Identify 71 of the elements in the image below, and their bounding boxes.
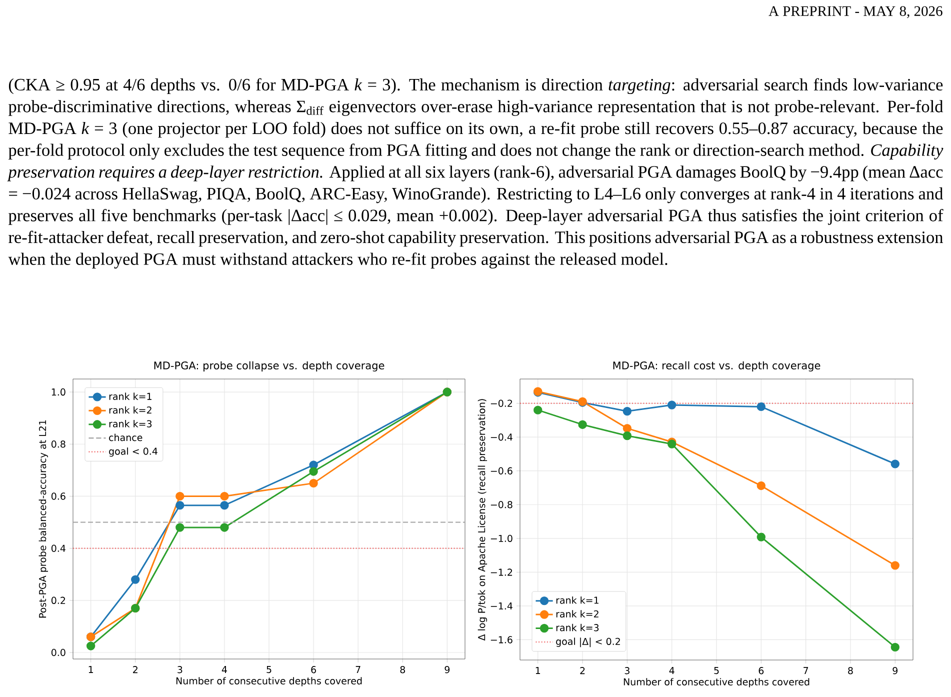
x-tick-label: 3 [624, 667, 630, 674]
y-tick-label: 0.2 [51, 596, 66, 604]
point [890, 460, 900, 468]
y-axis-title: Δ log P/tok on Apache License (recall preservation) [478, 399, 488, 641]
x-axis-title: Number of consecutive depths covered [624, 678, 810, 688]
x-tick-label: 7 [804, 667, 808, 674]
x-tick-label: 5 [714, 667, 719, 674]
x-tick-label: 6 [311, 666, 316, 674]
x-tick-label: 2 [133, 666, 138, 674]
point [309, 478, 318, 488]
y-tick-label: 0.4 [51, 544, 66, 552]
point [622, 406, 632, 416]
legend-label: rank k=3 [109, 420, 152, 428]
point [890, 561, 900, 570]
point [220, 492, 229, 501]
point [578, 420, 587, 429]
point [756, 402, 766, 412]
y-tick-label: −0.6 [490, 467, 512, 474]
y-tick-label: −0.4 [490, 433, 512, 441]
legend-label: rank k=3 [556, 624, 599, 632]
y-tick-label: −1.4 [490, 602, 512, 610]
y-tick-label: 0.0 [51, 648, 66, 656]
y-tick-label: 0.6 [51, 492, 66, 500]
x-tick-label: 8 [400, 666, 406, 674]
point [176, 492, 184, 501]
x-tick-label: 2 [580, 667, 585, 674]
point [534, 406, 542, 414]
point [176, 523, 184, 532]
x-tick-label: 8 [848, 667, 853, 674]
point [622, 424, 632, 433]
y-tick-label: −0.8 [490, 501, 512, 508]
chart-title: MD-PGA: recall cost vs. depth coverage [613, 361, 820, 372]
point [890, 642, 900, 652]
y-tick-label: 1.0 [52, 388, 66, 396]
point [756, 481, 766, 490]
point [176, 500, 184, 510]
chart-title: MD-PGA: probe collapse vs. depth coverage [154, 361, 384, 372]
legend-label: rank k=2 [556, 610, 598, 618]
point [220, 500, 229, 510]
x-tick-label: 5 [266, 666, 272, 674]
legend-label: rank k=2 [109, 406, 152, 414]
point [220, 523, 229, 532]
y-axis-title: Post-PGA probe balanced-accuracy at L21 [38, 420, 48, 618]
legend-label: rank k=1 [556, 596, 598, 604]
x-tick-label: 4 [222, 666, 227, 673]
text: A PREPRINT - MAY 8, 2026 [768, 6, 942, 18]
x-tick-label: 1 [88, 666, 93, 673]
legend-label: goal |Δ| < 0.2 [556, 638, 620, 648]
x-tick-label: 1 [536, 667, 540, 674]
y-tick-label: −1.2 [490, 568, 512, 576]
y-tick-label: −1.6 [490, 636, 512, 644]
x-tick-label: 7 [356, 666, 360, 673]
x-axis-title: Number of consecutive depths covered [176, 677, 362, 686]
point [131, 575, 140, 584]
y-tick-label: 0.8 [51, 440, 66, 448]
x-tick-label: 9 [444, 666, 450, 674]
legend-label: goal < 0.4 [109, 447, 158, 457]
y-tick-label: −1.0 [490, 534, 512, 542]
legend-label: rank k=1 [109, 392, 152, 400]
x-tick-label: 9 [892, 667, 898, 674]
point [622, 431, 632, 440]
y-tick-label: −0.2 [490, 400, 512, 407]
x-tick-label: 4 [669, 667, 674, 674]
point [756, 532, 766, 542]
x-tick-label: 3 [178, 666, 182, 674]
point [86, 642, 96, 650]
x-tick-label: 6 [758, 667, 764, 674]
point [667, 400, 676, 410]
text: (CKA ≥ 0.95 at 4/6 depths vs. 0/6 for MD-PGA k = 3). The mechanism is direction targeting: adversarial search finds low-variance probe-discriminative directions, whereas Σ$_{diff}$ eigenvectors over-erase high-variance representation that is not probe-relevant. Per-fold MD-PGA k = 3 (one projector per LOO fold) does not suffice on its own, a re-fit probe still recovers 0.55–0.87 accuracy, because the per-fold protocol only excludes the test sequence from PGA fitting and does not change the rank or direction-search method. Capability preservation requires a deep-layer restriction. Applied at all six layers (rank-6), adversarial PGA damages BoolQ by −9.4pp (mean Δacc = −0.024 across HellaSwag, PIQA, BoolQ, ARC-Easy, WinoGrande). Restricting to L4–L6 only converges at rank-4 in 4 iterations and preserves all five benchmarks (per-task |Δacc| ≤ 0.029, mean +0.002). Deep-layer adversarial PGA thus satisfies the joint criterion of re-fit-attacker defeat, recall preservation, and zero-shot capability preservation. This positions adversarial PGA as a robustness extension when the deployed PGA must withstand attackers who re-fit probes against the released model. [7, 78, 944, 269]
legend-label: chance [109, 434, 142, 442]
point [309, 467, 318, 476]
